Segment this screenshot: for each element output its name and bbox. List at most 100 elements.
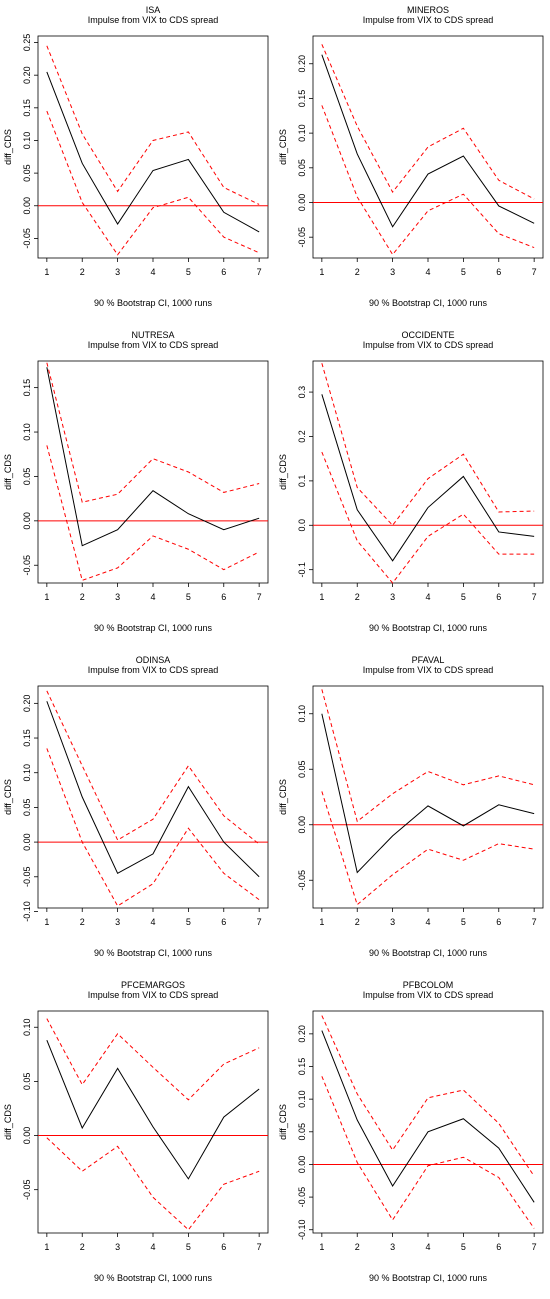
chart-subtitle: Impulse from VIX to CDS spread — [363, 15, 494, 25]
y-tick-label: -0.05 — [297, 227, 307, 248]
chart-subtitle: Impulse from VIX to CDS spread — [363, 665, 494, 675]
chart-title: MINEROS — [407, 5, 449, 15]
y-tick-label: 0.00 — [22, 512, 32, 530]
y-tick-label: 0.20 — [22, 66, 32, 84]
x-tick-label: 3 — [115, 267, 120, 277]
chart-subtitle: Impulse from VIX to CDS spread — [88, 990, 219, 1000]
chart-title: NUTRESA — [131, 330, 174, 340]
y-tick-label: 0.3 — [297, 386, 307, 399]
x-tick-label: 4 — [425, 1242, 430, 1252]
x-tick-label: 3 — [390, 917, 395, 927]
y-tick-label: -0.05 — [297, 1187, 307, 1208]
lower-ci-line — [321, 791, 535, 906]
x-tick-label: 5 — [186, 1242, 191, 1252]
y-tick-label: -0.10 — [22, 901, 32, 922]
y-tick-label: 0.20 — [22, 695, 32, 713]
irf-line — [321, 713, 535, 874]
y-tick-label: 0.15 — [22, 379, 32, 397]
y-tick-label: 0.00 — [297, 194, 307, 212]
x-tick-label: 3 — [390, 592, 395, 602]
x-tick-label: 2 — [355, 267, 360, 277]
x-tick-label: 4 — [425, 592, 430, 602]
x-tick-label: 3 — [115, 1242, 120, 1252]
y-tick-label: -0.05 — [22, 555, 32, 576]
lower-ci-line — [321, 451, 535, 584]
chart-title: PFCEMARGOS — [121, 980, 185, 990]
x-tick-label: 3 — [390, 1242, 395, 1252]
y-tick-label: 0.10 — [297, 1090, 307, 1108]
y-tick-label: 0.10 — [22, 423, 32, 441]
chart-title: ISA — [146, 5, 161, 15]
y-tick-label: 0.0 — [297, 519, 307, 532]
upper-ci-line — [46, 362, 260, 503]
y-axis-label: diff_CDS — [278, 129, 288, 165]
chart-subtitle: Impulse from VIX to CDS spread — [363, 340, 494, 350]
x-tick-label: 6 — [221, 267, 226, 277]
plot-frame — [37, 360, 269, 584]
x-tick-label: 3 — [115, 592, 120, 602]
y-tick-label: 0.10 — [297, 124, 307, 142]
y-tick-label: 0.05 — [22, 1073, 32, 1091]
y-tick-label: -0.10 — [297, 1219, 307, 1240]
irf-line — [46, 701, 260, 878]
x-tick-label: 2 — [355, 1242, 360, 1252]
upper-ci-line — [321, 363, 535, 527]
y-axis-label: diff_CDS — [278, 779, 288, 815]
x-axis-label: 90 % Bootstrap CI, 1000 runs — [369, 1273, 488, 1283]
y-tick-label: 0.05 — [22, 468, 32, 486]
y-tick-label: 0.00 — [22, 833, 32, 851]
x-axis-label: 90 % Bootstrap CI, 1000 runs — [369, 298, 488, 308]
y-tick-label: 0.1 — [297, 475, 307, 488]
chart-title: ODINSA — [136, 655, 171, 665]
plot-frame — [312, 35, 544, 259]
y-tick-label: 0.15 — [22, 729, 32, 747]
x-tick-label: 5 — [186, 592, 191, 602]
x-axis-label: 90 % Bootstrap CI, 1000 runs — [369, 948, 488, 958]
x-tick-label: 4 — [150, 592, 155, 602]
irf-line — [46, 1040, 260, 1180]
x-tick-label: 2 — [80, 267, 85, 277]
y-tick-label: 0.15 — [297, 1058, 307, 1076]
x-tick-label: 6 — [221, 917, 226, 927]
y-tick-label: 0.15 — [297, 90, 307, 108]
chart-title: PFAVAL — [412, 655, 445, 665]
lower-ci-line — [321, 105, 535, 256]
y-tick-label: -0.05 — [22, 1179, 32, 1200]
x-axis-label: 90 % Bootstrap CI, 1000 runs — [94, 623, 213, 633]
x-tick-label: 1 — [319, 267, 324, 277]
plot-frame — [37, 35, 269, 259]
plot-frame — [37, 685, 269, 909]
x-tick-label: 5 — [461, 917, 466, 927]
x-tick-label: 6 — [496, 917, 501, 927]
x-tick-label: 7 — [532, 1242, 537, 1252]
y-tick-label: 0.05 — [22, 164, 32, 182]
y-tick-label: 0.05 — [297, 760, 307, 778]
chart-subtitle: Impulse from VIX to CDS spread — [88, 15, 219, 25]
x-tick-label: 6 — [221, 1242, 226, 1252]
x-tick-label: 1 — [44, 592, 49, 602]
x-tick-label: 7 — [257, 592, 262, 602]
x-tick-label: 7 — [532, 267, 537, 277]
y-axis-label: diff_CDS — [3, 129, 13, 165]
y-tick-label: 0.00 — [297, 816, 307, 834]
x-tick-label: 7 — [532, 917, 537, 927]
x-tick-label: 2 — [80, 917, 85, 927]
x-tick-label: 6 — [496, 267, 501, 277]
y-axis-label: diff_CDS — [3, 454, 13, 490]
x-tick-label: 1 — [319, 917, 324, 927]
lower-ci-line — [46, 748, 260, 907]
y-tick-label: 0.05 — [297, 1123, 307, 1141]
lower-ci-line — [46, 110, 260, 256]
plot-frame — [312, 360, 544, 584]
plot-frame — [312, 1010, 544, 1234]
x-tick-label: 4 — [425, 267, 430, 277]
y-tick-label: -0.05 — [22, 867, 32, 888]
plot-frame — [37, 1010, 269, 1234]
x-tick-label: 1 — [44, 917, 49, 927]
x-tick-label: 4 — [425, 917, 430, 927]
x-tick-label: 5 — [461, 267, 466, 277]
x-axis-label: 90 % Bootstrap CI, 1000 runs — [94, 1273, 213, 1283]
